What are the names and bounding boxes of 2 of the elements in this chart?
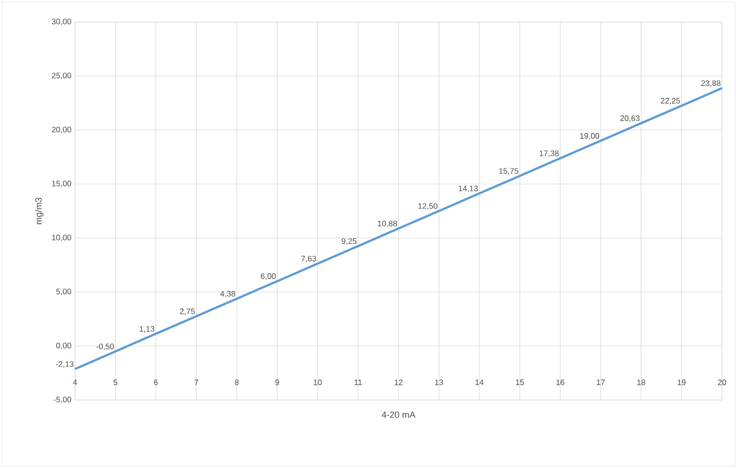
y-axis-title: mg/m3 — [35, 198, 44, 224]
x-axis-title: 4-20 mA — [382, 412, 416, 418]
